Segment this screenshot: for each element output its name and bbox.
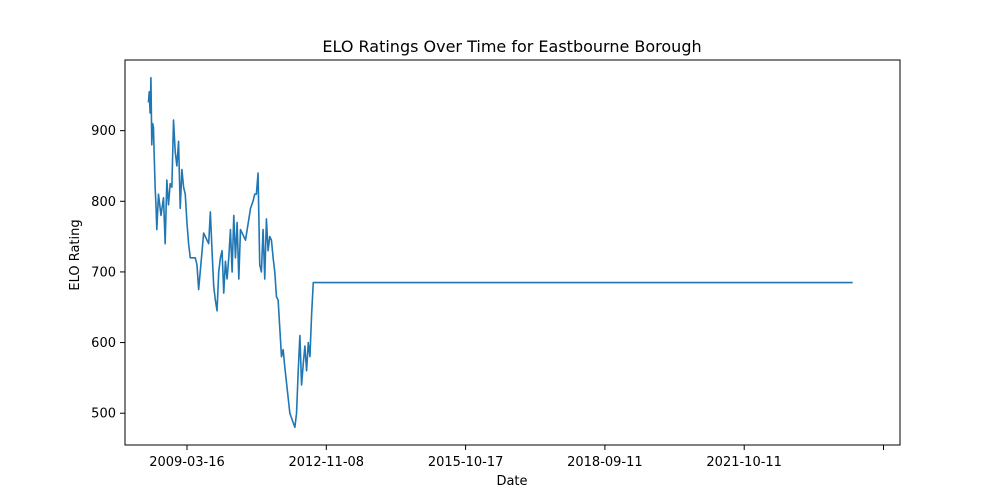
x-axis-ticks: 2009-03-16 2012-11-08 2015-10-17 2018-09-11…: [149, 445, 884, 470]
y-tick-label: 600: [91, 336, 116, 351]
plot-area: [124, 59, 901, 446]
x-tick-label: 2018-09-11: [567, 455, 643, 470]
y-tick-label: 800: [91, 195, 116, 210]
y-axis-label: ELO Rating: [68, 219, 83, 290]
y-tick-label: 700: [91, 265, 116, 280]
x-axis-label: Date: [496, 474, 527, 489]
y-axis-ticks: 500 600 700 800 900: [91, 124, 125, 422]
axes-frame: [124, 59, 901, 446]
x-tick-label: 2015-10-17: [428, 455, 504, 470]
y-tick-label: 500: [91, 407, 116, 422]
series-line-0: [147, 76, 853, 429]
x-tick-label: 2021-10-11: [706, 455, 782, 470]
y-tick-label: 900: [91, 124, 116, 139]
chart-title: ELO Ratings Over Time for Eastbourne Bor…: [322, 37, 701, 56]
x-tick-label: 2009-03-16: [149, 455, 225, 470]
x-tick-label: 2012-11-08: [289, 455, 365, 470]
